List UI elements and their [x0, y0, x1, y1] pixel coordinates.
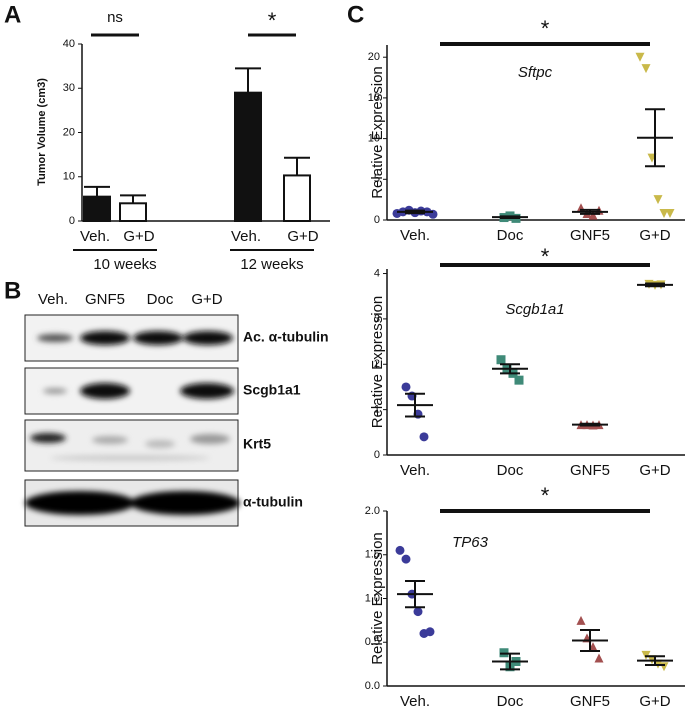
x-tick-label: Veh. — [400, 462, 430, 479]
bar — [234, 91, 262, 222]
lane-label: Veh. — [38, 291, 68, 308]
x-tick-label: G+D — [639, 227, 670, 244]
x-tick-label: Veh. — [231, 228, 261, 245]
panel-label: C — [347, 1, 364, 28]
point — [576, 615, 586, 625]
x-tick-label: GNF5 — [570, 693, 610, 710]
point — [594, 653, 604, 663]
point — [659, 662, 669, 672]
y-tick-label: 1.5 — [365, 549, 380, 561]
x-tick-label: G+D — [639, 462, 670, 479]
y-tick-label: 0 — [374, 214, 380, 226]
x-tick-label: GNF5 — [570, 462, 610, 479]
bands — [25, 331, 240, 515]
point — [653, 195, 663, 205]
y-tick-label: 0 — [69, 215, 75, 227]
chart-title: Scgb1a1 — [505, 301, 564, 318]
point — [419, 432, 429, 442]
y-tick-label: 2.0 — [365, 505, 380, 517]
bar — [119, 202, 147, 223]
y-axis-label: Relative Expression — [369, 532, 386, 665]
annotation: * — [541, 16, 550, 41]
point — [635, 52, 645, 62]
x-tick-label: Veh. — [80, 228, 110, 245]
y-tick-label: 20 — [368, 51, 380, 63]
y-axis-label: Relative Expression — [369, 66, 386, 199]
lane-label: G+D — [191, 291, 222, 308]
group-label: 12 weeks — [240, 256, 303, 273]
y-tick-label: 20 — [63, 126, 75, 138]
y-tick-label: 4 — [374, 267, 380, 279]
y-tick-label: 0.5 — [365, 636, 380, 648]
group-label: 10 weeks — [93, 256, 156, 273]
lane-label: GNF5 — [85, 291, 125, 308]
blot-label: Scgb1a1 — [243, 382, 301, 398]
x-tick-label: Doc — [497, 227, 524, 244]
point — [413, 607, 423, 617]
panel-label: A — [4, 1, 21, 28]
point — [665, 208, 675, 218]
y-tick-label: 15 — [368, 92, 380, 104]
y-tick-label: 2 — [374, 358, 380, 370]
point — [514, 375, 524, 385]
annotation: * — [268, 8, 277, 33]
point — [641, 64, 651, 74]
point — [401, 382, 411, 392]
y-tick-label: 5 — [374, 173, 380, 185]
western-blot: Veh. GNF5 Doc G+D Ac. α-tubulin Scgb1a1 … — [24, 291, 329, 527]
lane-label: Doc — [147, 291, 174, 308]
bar — [283, 174, 311, 222]
y-tick-label: 0 — [374, 449, 380, 461]
x-tick-label: G+D — [287, 228, 318, 245]
point — [401, 554, 411, 564]
y-tick-label: 0.0 — [365, 680, 380, 692]
blot-label: α-tubulin — [243, 494, 303, 510]
blot-label: Krt5 — [243, 436, 271, 452]
point — [425, 627, 435, 637]
y-tick-label: 10 — [368, 133, 380, 145]
x-tick-label: Doc — [497, 693, 524, 710]
panel-label: B — [4, 277, 21, 304]
point — [588, 210, 598, 220]
x-tick-label: G+D — [639, 693, 670, 710]
annotation: ns — [107, 9, 123, 26]
annotation: * — [541, 483, 550, 508]
x-tick-label: Veh. — [400, 227, 430, 244]
y-axis-label: Relative Expression — [369, 296, 386, 429]
y-tick-label: 30 — [63, 82, 75, 94]
y-tick-label: 1 — [374, 404, 380, 416]
blot-row — [24, 419, 239, 472]
y-tick-label: 10 — [63, 171, 75, 183]
y-tick-label: 40 — [63, 38, 75, 50]
blot-label: Ac. α-tubulin — [243, 329, 329, 345]
point — [496, 355, 506, 365]
x-tick-label: Veh. — [400, 693, 430, 710]
y-tick-label: 1.0 — [365, 592, 380, 604]
annotation: * — [541, 244, 550, 269]
y-tick-label: 3 — [374, 313, 380, 325]
chart-title: TP63 — [452, 534, 489, 551]
bar — [83, 195, 111, 223]
chart-title: Sftpc — [518, 64, 553, 81]
x-tick-label: Doc — [497, 462, 524, 479]
y-axis-label: Tumor Volume (cm3) — [36, 78, 48, 186]
point — [659, 208, 669, 218]
x-tick-label: G+D — [123, 228, 154, 245]
point — [395, 545, 405, 555]
x-tick-label: GNF5 — [570, 227, 610, 244]
